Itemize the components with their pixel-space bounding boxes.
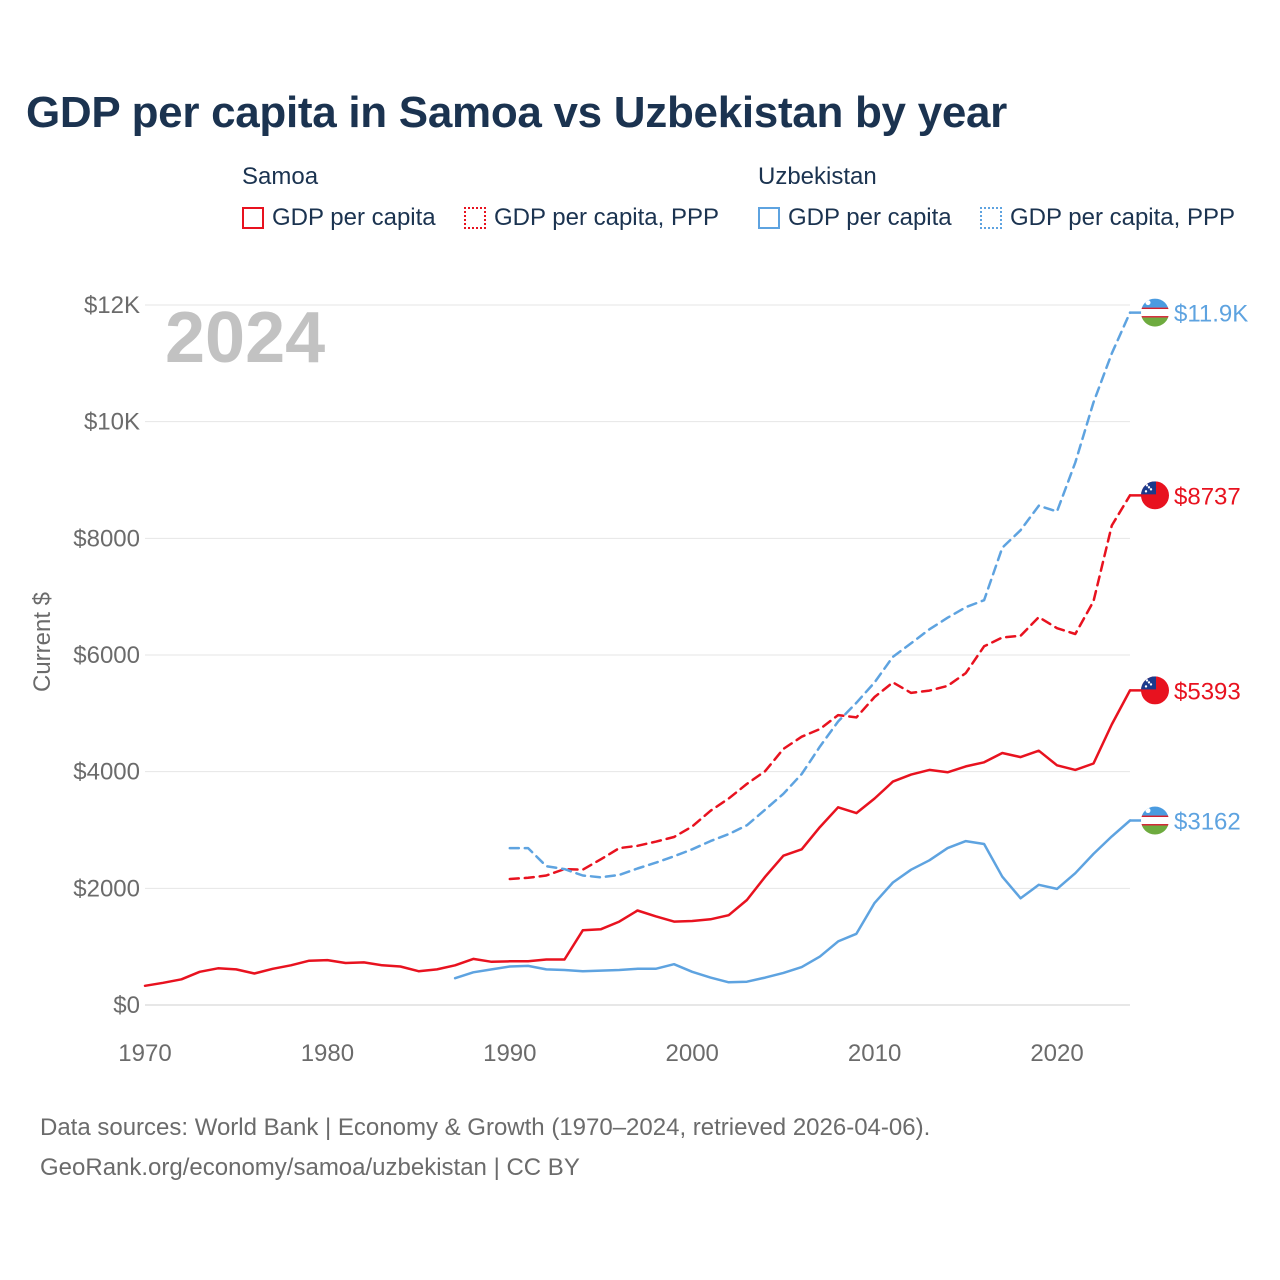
legend-group-uzbekistan: Uzbekistan	[758, 163, 877, 190]
end-markers: $5393 $8737 $3162 $11.9K	[1130, 298, 1248, 836]
source-line-1: Data sources: World Bank | Economy & Gro…	[40, 1114, 931, 1141]
series-line-samoa-gdp-per-capita-ppp	[508, 494, 1132, 881]
x-tick-label: 2020	[1030, 1040, 1083, 1067]
legend-item-samoa-gdp-ppp[interactable]: GDP per capita, PPP	[464, 204, 719, 232]
source-line-2[interactable]: GeoRank.org/economy/samoa/uzbekistan | C…	[40, 1154, 580, 1181]
series-lines	[143, 311, 1132, 988]
y-tick-label: $8000	[73, 525, 140, 552]
source-note: Data sources: World Bank | Economy & Gro…	[40, 1108, 930, 1188]
y-tick-label: $0	[113, 992, 140, 1019]
x-tick-label: 1970	[118, 1040, 171, 1067]
legend-label-uzbekistan-gdp-ppp: GDP per capita, PPP	[1010, 204, 1235, 231]
uzbekistan-flag-icon	[1141, 806, 1169, 835]
samoa-flag-icon	[1141, 481, 1169, 510]
x-tick-label: 2010	[848, 1040, 901, 1067]
y-tick-label: $12K	[84, 292, 140, 319]
legend-swatch-samoa-gdp	[242, 207, 264, 229]
gridlines	[145, 304, 1130, 1006]
series-line-uzbekistan-gdp-per-capita	[453, 819, 1132, 984]
y-axis-label: Current $	[29, 592, 56, 692]
legend-swatch-samoa-gdp-ppp	[464, 207, 486, 229]
x-tick-label: 1980	[301, 1040, 354, 1067]
y-tick-label: $2000	[73, 875, 140, 902]
chart-title: GDP per capita in Samoa vs Uzbekistan by…	[26, 88, 1007, 137]
end-value-label: $11.9K	[1174, 301, 1248, 328]
series-line-uzbekistan-gdp-per-capita-ppp	[508, 311, 1132, 879]
series-line-samoa-gdp-per-capita	[143, 689, 1132, 988]
y-tick-label: $10K	[84, 409, 140, 436]
samoa-flag-icon	[1141, 676, 1169, 705]
end-value-label: $8737	[1174, 483, 1241, 510]
x-tick-label: 1990	[483, 1040, 536, 1067]
legend-item-uzbekistan-gdp[interactable]: GDP per capita	[758, 204, 952, 232]
y-tick-label: $6000	[73, 642, 140, 669]
legend-swatch-uzbekistan-gdp	[758, 207, 780, 229]
y-tick-label: $4000	[73, 759, 140, 786]
x-axis: 1970 1980 1990 2000 2010 2020	[118, 1040, 1083, 1067]
legend-group-samoa: Samoa	[242, 163, 319, 190]
legend-label-samoa-gdp-ppp: GDP per capita, PPP	[494, 204, 719, 231]
year-watermark: 2024	[165, 298, 325, 378]
legend-item-uzbekistan-gdp-ppp[interactable]: GDP per capita, PPP	[980, 204, 1235, 232]
uzbekistan-flag-icon	[1141, 298, 1169, 327]
x-tick-label: 2000	[666, 1040, 719, 1067]
legend-item-samoa-gdp[interactable]: GDP per capita	[242, 204, 436, 232]
y-axis: $0 $2000 $4000 $6000 $8000 $10K $12K	[73, 292, 140, 1019]
legend-label-uzbekistan-gdp: GDP per capita	[788, 204, 952, 231]
end-value-label: $3162	[1174, 809, 1241, 836]
end-value-label: $5393	[1174, 678, 1241, 705]
legend-swatch-uzbekistan-gdp-ppp	[980, 207, 1002, 229]
legend-label-samoa-gdp: GDP per capita	[272, 204, 436, 231]
